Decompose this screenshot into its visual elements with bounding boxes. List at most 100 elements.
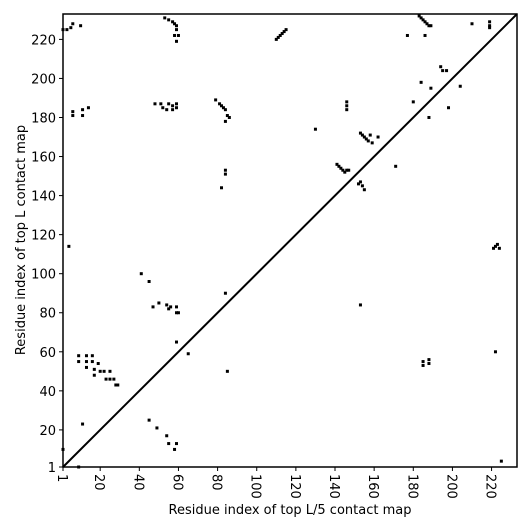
contact-point: [278, 33, 282, 37]
contact-point: [421, 18, 425, 22]
contact-point: [421, 363, 425, 367]
contact-point: [171, 104, 175, 108]
contact-point: [220, 104, 224, 108]
diagonal: [62, 13, 518, 468]
contact-point: [429, 86, 433, 90]
y-tick-label: 1: [48, 461, 56, 476]
contact-point: [92, 367, 96, 371]
contact-point: [411, 100, 415, 104]
y-tick-label: 220: [31, 33, 56, 48]
contact-point: [360, 184, 364, 188]
contact-point: [495, 242, 499, 246]
contact-point: [147, 418, 151, 422]
x-tick-label: 1: [54, 474, 69, 482]
contact-point: [167, 102, 171, 106]
contact-point: [227, 115, 231, 119]
x-tick-label: 220: [483, 474, 498, 499]
y-tick-label: 100: [31, 268, 56, 283]
contact-point: [165, 434, 169, 438]
contact-point: [218, 102, 222, 106]
y-tick-label: 40: [39, 385, 56, 400]
contact-point: [171, 20, 175, 24]
contact-point: [84, 365, 88, 369]
contact-point: [84, 354, 88, 358]
contact-point: [358, 131, 362, 135]
contact-point: [280, 32, 284, 36]
contact-point: [364, 137, 368, 141]
contact-point: [96, 362, 100, 366]
contact-point: [370, 141, 374, 145]
contact-point: [427, 362, 431, 366]
contact-point: [71, 114, 75, 118]
contact-point: [447, 106, 451, 110]
contact-point: [147, 280, 151, 284]
contact-point: [358, 180, 362, 184]
contact-point: [102, 369, 106, 373]
contact-point: [175, 24, 178, 28]
contact-point: [425, 22, 429, 26]
contact-point: [175, 442, 178, 446]
contact-point: [175, 28, 178, 32]
contact-point: [366, 139, 370, 143]
contact-point: [223, 168, 227, 172]
contact-point: [282, 30, 286, 34]
contact-point: [173, 33, 177, 37]
contact-point: [423, 20, 427, 24]
contact-point: [71, 22, 75, 26]
contact-point: [90, 360, 94, 364]
contact-point: [358, 303, 362, 307]
contact-point: [274, 37, 278, 41]
contact-point: [345, 100, 349, 104]
x-tick-label: 180: [404, 474, 419, 499]
contact-point: [171, 108, 175, 112]
contact-point: [163, 16, 167, 20]
contact-point: [214, 98, 218, 102]
x-axis-label: Residue index of top L/5 contact map: [169, 503, 412, 518]
x-tick-label: 140: [326, 474, 341, 499]
contact-point: [345, 108, 349, 112]
plot-frame: [62, 13, 518, 468]
contact-point: [175, 305, 178, 309]
contact-point: [376, 135, 380, 139]
contact-point: [167, 442, 171, 446]
contact-point: [81, 422, 85, 426]
contact-point: [173, 447, 177, 451]
contact-point: [175, 106, 178, 110]
x-tick-label: 120: [287, 474, 302, 499]
contact-point: [493, 244, 497, 248]
y-tick-label: 80: [39, 307, 56, 322]
contact-point: [77, 360, 81, 364]
contact-point: [67, 244, 71, 248]
y-tick-label: 120: [31, 229, 56, 244]
contact-point: [313, 127, 317, 131]
contact-point: [90, 354, 94, 358]
x-tick-label: 200: [443, 474, 458, 499]
contact-point: [337, 164, 341, 168]
contact-point: [362, 188, 366, 192]
contact-point: [470, 22, 474, 26]
contact-point: [347, 168, 351, 172]
y-tick-label: 200: [31, 72, 56, 87]
contact-point: [175, 39, 178, 43]
contact-point: [161, 106, 165, 110]
contact-point: [497, 246, 501, 250]
contact-point: [175, 102, 178, 106]
contact-point: [108, 369, 112, 373]
contact-point: [173, 22, 177, 26]
contact-point: [427, 115, 431, 119]
y-axis-label: Residue index of top L contact map: [14, 125, 29, 355]
contact-point: [499, 459, 503, 463]
x-tick-label: 100: [248, 474, 263, 499]
contact-point: [108, 377, 112, 381]
contact-point: [488, 26, 492, 30]
contact-point: [165, 303, 169, 307]
contact-point: [84, 360, 88, 364]
contact-point: [112, 377, 116, 381]
contact-point: [139, 272, 143, 276]
y-tick-label: 20: [39, 424, 56, 439]
contact-point: [155, 426, 159, 430]
contact-point: [92, 373, 96, 377]
contact-point: [225, 369, 229, 373]
contact-point: [405, 33, 409, 37]
